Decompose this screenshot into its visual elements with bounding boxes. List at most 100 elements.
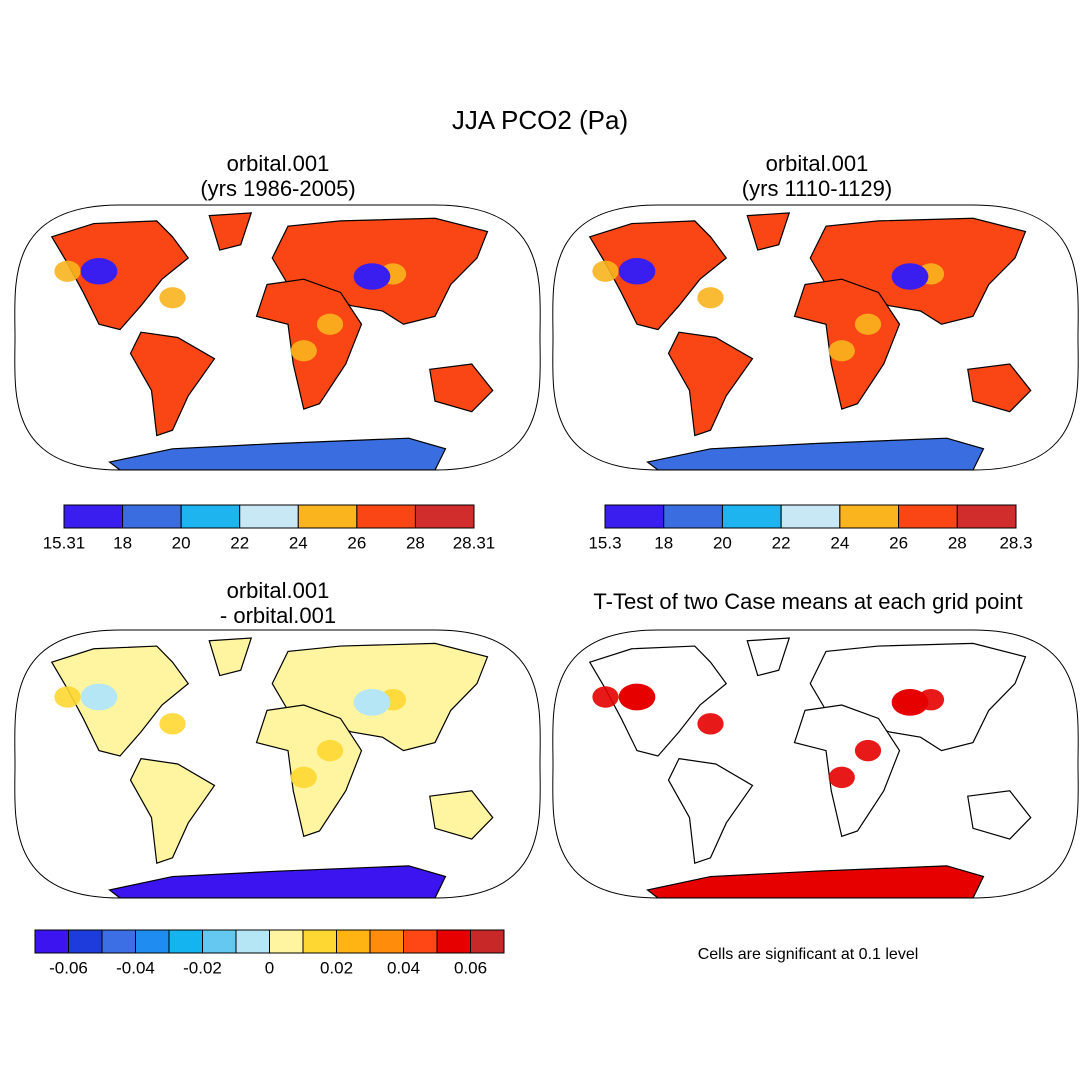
map-frame <box>552 629 1079 899</box>
colorbar-box <box>414 504 475 529</box>
colorbar-box <box>235 929 270 954</box>
colorbar-box <box>470 929 505 954</box>
continent <box>108 865 447 898</box>
colorbar-box <box>297 504 358 529</box>
continent <box>208 637 253 677</box>
colorbar-box <box>122 504 182 529</box>
colorbar-box <box>721 504 782 529</box>
continent <box>129 757 216 864</box>
continent <box>967 790 1032 840</box>
colorbar-label: 28 <box>948 533 967 552</box>
colorbar-label: 24 <box>289 533 308 552</box>
continent <box>588 220 728 331</box>
continent <box>208 212 253 251</box>
map-body <box>50 637 494 898</box>
colorbar-label: 0 <box>265 958 274 977</box>
colorbar-label: 28 <box>406 533 425 552</box>
colorbar-label: 15.31 <box>43 533 86 552</box>
colorbar-label: 0.04 <box>387 958 420 977</box>
field-patch <box>828 340 855 362</box>
map-frame <box>14 629 541 899</box>
colorbar-box <box>168 929 203 954</box>
figure-title: JJA PCO2 (Pa) <box>452 105 628 135</box>
colorbar-box <box>239 504 299 529</box>
field-patch <box>159 713 186 735</box>
colorbar-box <box>63 504 124 529</box>
panel-subtitle: (yrs 1110-1129) <box>742 176 892 201</box>
colorbar-label: -0.02 <box>183 958 222 977</box>
continent <box>967 363 1032 413</box>
colorbar-box <box>302 929 337 954</box>
colorbar-box <box>956 504 1017 529</box>
continent <box>667 331 754 437</box>
colorbar-box <box>101 929 136 954</box>
colorbar-label: 28.3 <box>999 533 1032 552</box>
colorbar-label: 15.3 <box>588 533 621 552</box>
panel-subtitle: - orbital.001 <box>220 603 336 628</box>
panel-title: orbital.001 <box>227 578 330 603</box>
field-patch <box>290 340 317 362</box>
continent <box>588 645 728 757</box>
colorbar-label: 26 <box>347 533 366 552</box>
field-patch <box>828 766 855 789</box>
panel-title: orbital.001 <box>227 151 330 176</box>
colorbar-box <box>898 504 958 529</box>
field-patch <box>54 260 81 282</box>
colorbar-box <box>436 929 471 954</box>
continent <box>746 212 791 251</box>
map-panel <box>552 204 1079 471</box>
colorbar-box <box>839 504 900 529</box>
continent <box>746 637 791 677</box>
colorbar-box <box>369 929 404 954</box>
field-patch <box>290 766 317 789</box>
map-body <box>588 637 1032 898</box>
map-panel <box>14 629 541 899</box>
field-patch <box>159 287 186 309</box>
colorbar-label: 22 <box>230 533 249 552</box>
field-patch <box>54 686 81 708</box>
map-body <box>50 212 494 470</box>
field-patch <box>891 688 929 716</box>
continent <box>646 437 985 470</box>
colorbar-label: 22 <box>772 533 791 552</box>
field-patch <box>618 258 656 285</box>
colorbar-box <box>34 929 69 954</box>
field-patch <box>316 739 344 762</box>
colorbar-box <box>135 929 170 954</box>
continent <box>50 220 190 331</box>
map-body <box>588 212 1032 470</box>
map-frame <box>14 204 541 471</box>
colorbar-label: 20 <box>713 533 732 552</box>
continent <box>667 757 754 864</box>
colorbar-label: 20 <box>172 533 191 552</box>
field-patch <box>854 313 882 335</box>
field-patch <box>697 287 724 309</box>
colorbar-box <box>604 504 665 529</box>
colorbar-box <box>403 929 438 954</box>
continent <box>108 437 447 470</box>
colorbar-box <box>202 929 237 954</box>
colorbar-label: 18 <box>654 533 673 552</box>
colorbar-label: -0.06 <box>49 958 88 977</box>
colorbar-label: 28.31 <box>453 533 496 552</box>
field-patch <box>80 683 118 711</box>
map-panel <box>14 204 541 471</box>
panel-title: orbital.001 <box>766 151 869 176</box>
colorbar-label: 24 <box>830 533 849 552</box>
colorbar-box <box>336 929 371 954</box>
colorbar-box <box>780 504 841 529</box>
colorbar-box <box>269 929 304 954</box>
field-patch <box>618 683 656 711</box>
continent <box>429 363 494 413</box>
colorbar-box <box>180 504 241 529</box>
colorbar-label: 0.06 <box>454 958 487 977</box>
field-patch <box>353 263 391 290</box>
continent <box>429 790 494 840</box>
colorbar-box <box>663 504 723 529</box>
continent <box>646 865 985 898</box>
field-patch <box>592 260 619 282</box>
field-patch <box>316 313 344 335</box>
colorbar-box <box>68 929 103 954</box>
